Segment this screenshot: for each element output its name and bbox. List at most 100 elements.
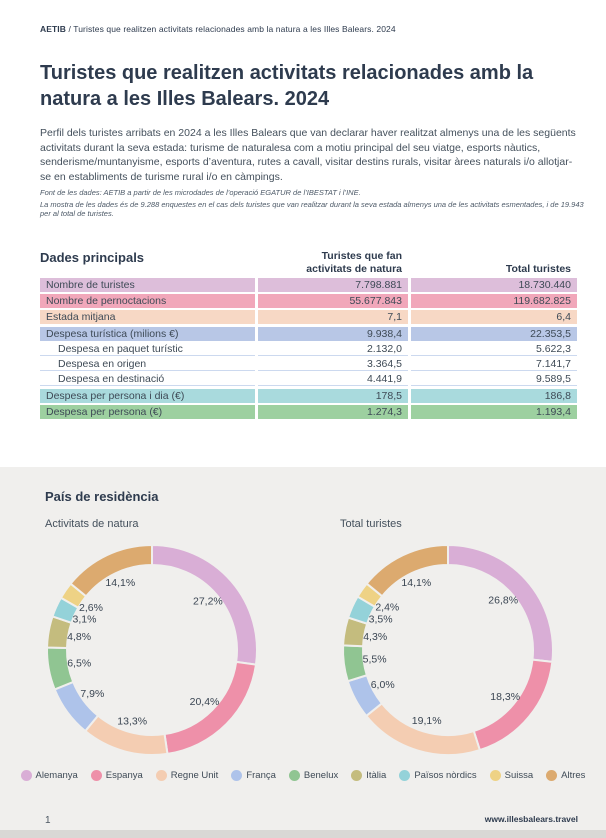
donut-value-label: 6,0% [371, 679, 395, 691]
column-header-natura: Turistes que fan activitats de natura [258, 250, 408, 275]
table-row: Despesa per persona i dia (€) 178,5 186,8 [40, 389, 577, 403]
row-value-total: 119.682.825 [411, 294, 577, 308]
legend-label: Suissa [504, 770, 534, 781]
row-value-total: 7.141,7 [411, 358, 577, 371]
legend-label: Itàlia [366, 770, 387, 781]
legend-swatch [399, 770, 411, 781]
row-value-total: 22.353,5 [411, 327, 577, 341]
table-row: Despesa en destinació 4.441,9 9.589,5 [40, 373, 577, 386]
donut-value-label: 6,5% [67, 657, 91, 669]
donut-value-label: 26,8% [488, 595, 518, 607]
legend-item: Itàlia [351, 770, 386, 781]
row-value-total: 1.193,4 [411, 405, 577, 419]
legend-item: Suissa [489, 770, 534, 781]
breadcrumb: AETIB / Turistes que realitzen activitat… [40, 24, 396, 34]
row-value-natura: 2.132,0 [258, 343, 408, 356]
page-number: 1 [45, 815, 51, 826]
main-data-section: Dades principals Turistes que fan activi… [40, 250, 577, 421]
donut-segment [69, 543, 153, 598]
donut-value-label: 3,5% [369, 614, 393, 626]
donut-value-label: 14,1% [105, 577, 135, 589]
row-value-natura: 4.441,9 [258, 373, 408, 386]
chart-title-total: Total turistes [340, 518, 402, 530]
donut-value-label: 14,1% [401, 577, 431, 589]
legend-swatch [351, 770, 363, 781]
legend-label: Països nòrdics [414, 770, 477, 781]
donut-value-label: 7,9% [80, 688, 104, 700]
row-value-natura: 7.798.881 [258, 278, 408, 292]
row-label: Estada mitjana [40, 310, 255, 324]
chart-title-activitats: Activitats de natura [45, 518, 139, 530]
row-value-total: 18.730.440 [411, 278, 577, 292]
donut-segment [365, 543, 449, 598]
row-value-natura: 1.274,3 [258, 405, 408, 419]
donut-chart-total: 26,8% 18,3% 19,1% 6,0% 5,5% 4,3% 3,5%2,4% 14,1% [342, 543, 554, 756]
sample-note: La mostra de les dades és de 9.288 enque… [40, 199, 584, 219]
row-label: Nombre de turistes [40, 278, 255, 292]
row-label: Despesa per persona (€) [40, 405, 255, 419]
row-label: Despesa turística (milions €) [40, 327, 255, 341]
legend-item: Regne Unit [155, 770, 219, 781]
bottom-bar [0, 830, 606, 838]
column-header-total: Total turistes [505, 262, 571, 275]
footnotes: Font de les dades: AETIB a partir de les… [40, 188, 588, 221]
donut-value-label: 5,5% [363, 654, 387, 666]
donut-value-label: 4,3% [363, 631, 387, 643]
donut-value-label: 27,2% [193, 596, 223, 608]
data-table: Nombre de turistes 7.798.881 18.730.440 Nom… [40, 278, 577, 419]
table-row: Nombre de turistes 7.798.881 18.730.440 [40, 278, 577, 292]
column-header-natura-line2: activitats de natura [306, 262, 402, 275]
chart-legend: Alemanya Espanya Regne Unit França Benelux It… [0, 770, 606, 781]
table-row: Estada mitjana 7,1 6,4 [40, 310, 577, 324]
intro-paragraph: Perfil dels turistes arribats en 2024 a … [40, 127, 576, 183]
row-label: Nombre de pernoctacions [40, 294, 255, 308]
row-value-total: 5.622,3 [411, 343, 577, 356]
row-label: Despesa en paquet turístic [40, 343, 255, 356]
table-row: Despesa en paquet turístic 2.132,0 5.622,3 [40, 343, 577, 356]
row-value-total: 9.589,5 [411, 373, 577, 386]
row-label: Despesa per persona i dia (€) [40, 389, 255, 403]
legend-swatch [288, 770, 300, 781]
footer-website-link[interactable]: www.illesbalears.travel [484, 814, 578, 824]
donut-chart-activitats: 27,2% 20,4% 13,3% 7,9% 6,5% 4,8% 3,1%2,6% 14,1% [46, 543, 258, 757]
legend-label: Altres [561, 770, 586, 781]
breadcrumb-brand[interactable]: AETIB [40, 24, 66, 34]
legend-swatch [231, 770, 243, 781]
donut-value-label: 4,8% [67, 631, 91, 643]
legend-label: Regne Unit [170, 770, 219, 781]
row-label: Despesa en origen [40, 358, 255, 371]
table-header: Dades principals Turistes que fan activi… [40, 250, 577, 275]
donut-value-label: 2,4% [375, 602, 399, 614]
row-label: Despesa en destinació [40, 373, 255, 386]
legend-item: Països nòrdics [399, 770, 477, 781]
legend-item: Espanya [90, 770, 143, 781]
legend-swatch [90, 770, 102, 781]
donut-value-label: 20,4% [190, 696, 220, 708]
page-title: Turistes que realitzen activitats relaci… [40, 62, 534, 110]
legend-swatch [489, 770, 501, 781]
breadcrumb-separator: / [66, 24, 74, 34]
table-row: Despesa en origen 3.364,5 7.141,7 [40, 358, 577, 371]
row-value-natura: 7,1 [258, 310, 408, 324]
donut-value-label: 18,3% [490, 691, 520, 703]
legend-label: Espanya [105, 770, 143, 781]
row-value-natura: 9.938,4 [258, 327, 408, 341]
table-row: Nombre de pernoctacions 55.677.843 119.682… [40, 294, 577, 308]
legend-swatch [155, 770, 167, 781]
donut-value-label: 2,6% [79, 602, 103, 614]
donut-segment [472, 658, 554, 752]
donut-value-label: 13,3% [117, 715, 147, 727]
legend-item: Altres [546, 770, 585, 781]
row-value-total: 6,4 [411, 310, 577, 324]
column-header-natura-line1: Turistes que fan [321, 250, 402, 262]
legend-label: Benelux [303, 770, 339, 781]
table-row: Despesa turística (milions €) 9.938,4 22.3… [40, 327, 577, 341]
row-value-natura: 178,5 [258, 389, 408, 403]
row-value-natura: 3.364,5 [258, 358, 408, 371]
residence-panel: País de residència Activitats de natura … [0, 467, 606, 838]
legend-item: Benelux [288, 770, 339, 781]
donut-value-label: 19,1% [412, 715, 442, 727]
donut-segment [364, 701, 482, 756]
source-note: Font de les dades: AETIB a partir de les… [40, 188, 361, 197]
